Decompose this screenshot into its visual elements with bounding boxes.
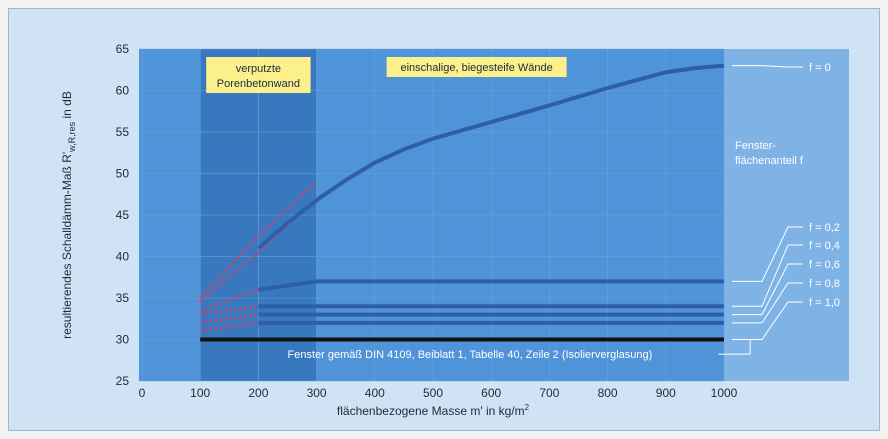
series-line-0 — [257, 63, 725, 250]
y-axis-label: resultierendes Schalldämm-Maß R'w,R,res … — [60, 91, 77, 339]
region-label-porenbeton-line2: Porenbetonwand — [217, 78, 300, 90]
chart-svg: verputzte Porenbetonwand einschalige, bi… — [60, 42, 849, 418]
x-tick-label: 500 — [423, 386, 443, 400]
series-line-1 — [258, 279, 724, 292]
x-tick-label: 300 — [307, 386, 327, 400]
x-tick-label: 200 — [248, 386, 268, 400]
legend-label-1: f = 0,2 — [809, 222, 840, 234]
x-tick-label: 100 — [190, 386, 210, 400]
legend-leaders: f = 0 f = 0,2 f = 0,4 f = 0,6 f = 0,8 f = 1,0 — [718, 62, 840, 355]
x-tick-label: 1000 — [711, 386, 738, 400]
legend-leader-4 — [732, 282, 803, 324]
y-tick-label: 50 — [116, 167, 130, 181]
axis-ticks: 25 30 35 40 45 50 55 60 65 0 100 200 300 400 500 600 700… — [116, 42, 738, 400]
legend-label-4: f = 0,8 — [809, 278, 840, 290]
legend-label-2: f = 0,4 — [809, 240, 840, 252]
legend-leader-5 — [732, 301, 803, 340]
x-tick-label: 600 — [481, 386, 501, 400]
region-label-porenbeton-line1: verputzte — [236, 63, 281, 75]
y-tick-label: 55 — [116, 125, 130, 139]
y-axis-label-main: resultierendes Schalldämm-Maß R' — [60, 152, 74, 339]
region-label-box-porenbeton — [206, 57, 311, 93]
series-lines — [199, 63, 725, 342]
x-axis-label-sup: 2 — [525, 403, 530, 412]
x-axis-label-main: flächenbezogene Masse m' in kg/m — [337, 404, 525, 418]
x-tick-label: 700 — [539, 386, 559, 400]
legend-leader-1 — [732, 226, 803, 282]
y-tick-label: 65 — [116, 42, 130, 56]
fenster-title-line1: Fenster- — [735, 140, 776, 152]
legend-label-0: f = 0 — [809, 62, 831, 74]
x-tick-label: 800 — [598, 386, 618, 400]
region-label-einschalig: einschalige, biegesteife Wände — [400, 62, 552, 74]
dotted-line-0 — [199, 180, 318, 300]
bottom-note: Fenster gemäß DIN 4109, Beiblatt 1, Tabe… — [288, 349, 653, 361]
y-tick-label: 60 — [116, 84, 130, 98]
x-tick-label: 0 — [139, 386, 146, 400]
y-tick-label: 30 — [116, 333, 130, 347]
region-labels: verputzte Porenbetonwand einschalige, bi… — [206, 57, 567, 93]
y-tick-label: 25 — [116, 374, 130, 388]
y-tick-label: 45 — [116, 208, 130, 222]
legend-label-5: f = 1,0 — [809, 297, 840, 309]
x-tick-label: 900 — [656, 386, 676, 400]
plot-right-margin — [724, 49, 849, 381]
y-axis-label-sub: w,R,res — [67, 121, 77, 153]
legend-label-3: f = 0,6 — [809, 259, 840, 271]
y-tick-label: 35 — [116, 291, 130, 305]
x-tick-label: 400 — [365, 386, 385, 400]
y-tick-label: 40 — [116, 250, 130, 264]
region-label-box-einschalig — [386, 57, 567, 77]
legend-leader-0 — [732, 65, 803, 68]
y-axis-label-unit: in dB — [60, 91, 74, 122]
x-axis-label: flächenbezogene Masse m' in kg/m2 — [337, 403, 530, 418]
legend-leader-2 — [732, 244, 803, 307]
fenster-title-line2: flächenanteil f — [735, 155, 804, 167]
dotted-line-1 — [199, 197, 318, 304]
chart-frame: verputzte Porenbetonwand einschalige, bi… — [8, 8, 880, 431]
legend-leader-3 — [732, 263, 803, 316]
